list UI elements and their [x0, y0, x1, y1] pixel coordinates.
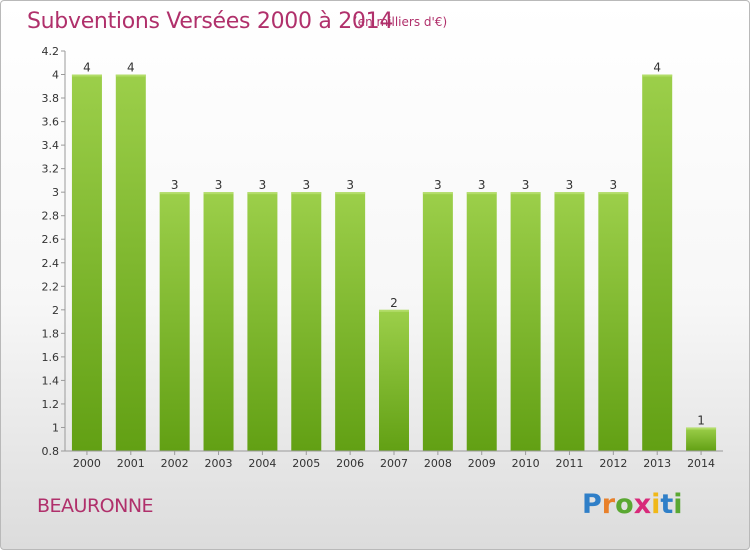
- bar-highlight: [466, 192, 497, 195]
- y-tick-label: 4: [52, 69, 59, 82]
- logo-letter: r: [601, 489, 616, 520]
- data-label: 3: [478, 178, 486, 192]
- bar-highlight: [379, 309, 409, 312]
- data-label: 3: [346, 178, 354, 192]
- bar-2009: [466, 192, 497, 452]
- x-axis: 2000 2001 2002 2003 2004 2005 2006 2007 2008 2009…: [65, 450, 723, 470]
- bar-highlight: [159, 192, 190, 195]
- bar-highlight: [554, 192, 585, 195]
- y-tick-label: 1.4: [42, 374, 60, 387]
- x-tick-label: 2008: [424, 457, 452, 470]
- x-tick-label: 2012: [599, 457, 627, 470]
- data-label: 3: [302, 178, 310, 192]
- bar-highlight: [247, 192, 278, 195]
- logo-letter: x: [633, 489, 652, 520]
- x-tick-label: 2004: [248, 457, 276, 470]
- bar-highlight: [510, 192, 541, 195]
- bar-highlight: [291, 192, 322, 195]
- bar-2002: [159, 192, 190, 452]
- y-tick-label: 2.2: [42, 280, 60, 293]
- bar-highlight: [422, 192, 453, 195]
- bar-2007: [379, 309, 409, 451]
- commune-name: BEAURONNE: [37, 495, 154, 517]
- y-tick-label: 1.6: [42, 351, 60, 364]
- x-tick-label: 2010: [512, 457, 540, 470]
- data-label: 1: [697, 413, 705, 427]
- x-tick-label: 2005: [292, 457, 320, 470]
- logo-letter: t: [660, 489, 674, 520]
- data-label: 3: [259, 178, 267, 192]
- bar-highlight: [686, 427, 717, 430]
- data-label: 2: [390, 296, 398, 310]
- y-tick-label: 1: [52, 421, 59, 434]
- y-tick-label: 4.2: [42, 45, 60, 58]
- bar-2014: [686, 427, 717, 451]
- bar-2000: [71, 74, 102, 451]
- bar-highlight: [598, 192, 629, 195]
- bar-2001: [115, 74, 146, 451]
- x-tick-label: 2000: [73, 457, 101, 470]
- bar-highlight: [642, 74, 673, 77]
- bar-2003: [203, 192, 234, 452]
- x-tick-label: 2001: [117, 457, 145, 470]
- x-tick-label: 2007: [380, 457, 408, 470]
- logo-letter: o: [615, 489, 634, 520]
- proxiti-logo: Proxiti: [582, 489, 683, 520]
- y-tick-label: 3.2: [42, 163, 60, 176]
- data-label: 4: [83, 61, 91, 75]
- x-tick-label: 2014: [687, 457, 715, 470]
- logo-letter: P: [582, 489, 602, 520]
- chart-title: Subventions Versées 2000 à 2014: [27, 9, 394, 34]
- y-tick-label: 3.6: [42, 116, 60, 129]
- logo-letter: i: [673, 489, 683, 520]
- x-tick-label: 2002: [161, 457, 189, 470]
- bar-highlight: [115, 74, 146, 77]
- bars: 4 4 3 3 3 3 3 2 3 3 3 3 3 4 1: [71, 61, 717, 452]
- y-axis: 0.8 1 1.2 1.4 1.6 1.8 2 2.2 2.4 2.6 2.8 3 3.2 3.4 3.6 3…: [42, 45, 66, 458]
- x-tick-label: 2009: [468, 457, 496, 470]
- data-label: 4: [653, 61, 661, 75]
- data-label: 3: [610, 178, 618, 192]
- x-tick-label: 2003: [205, 457, 233, 470]
- x-tick-label: 2006: [336, 457, 364, 470]
- data-label: 3: [215, 178, 223, 192]
- y-tick-label: 2.8: [42, 210, 60, 223]
- y-tick-label: 2.6: [42, 233, 60, 246]
- y-tick-label: 0.8: [42, 445, 60, 458]
- bar-2006: [335, 192, 366, 452]
- y-tick-label: 2: [52, 304, 59, 317]
- bar-highlight: [71, 74, 102, 77]
- data-label: 4: [127, 61, 135, 75]
- bar-2004: [247, 192, 278, 452]
- y-tick-label: 1.2: [42, 398, 60, 411]
- x-tick-label: 2011: [555, 457, 583, 470]
- data-label: 3: [171, 178, 179, 192]
- bar-2013: [642, 74, 673, 451]
- y-tick-label: 3: [52, 186, 59, 199]
- y-tick-label: 2.4: [42, 257, 60, 270]
- data-label: 3: [434, 178, 442, 192]
- bar-highlight: [203, 192, 234, 195]
- bar-2011: [554, 192, 585, 452]
- bar-2008: [422, 192, 453, 452]
- bar-2005: [291, 192, 322, 452]
- chart-subtitle: (en milliers d'€): [353, 15, 448, 29]
- y-tick-label: 3.8: [42, 92, 60, 105]
- bar-2010: [510, 192, 541, 452]
- logo-letter: i: [651, 489, 661, 520]
- y-tick-label: 1.8: [42, 327, 60, 340]
- bar-highlight: [335, 192, 366, 195]
- x-tick-label: 2013: [643, 457, 671, 470]
- y-tick-label: 3.4: [42, 139, 60, 152]
- data-label: 3: [522, 178, 530, 192]
- data-label: 3: [566, 178, 574, 192]
- bar-2012: [598, 192, 629, 452]
